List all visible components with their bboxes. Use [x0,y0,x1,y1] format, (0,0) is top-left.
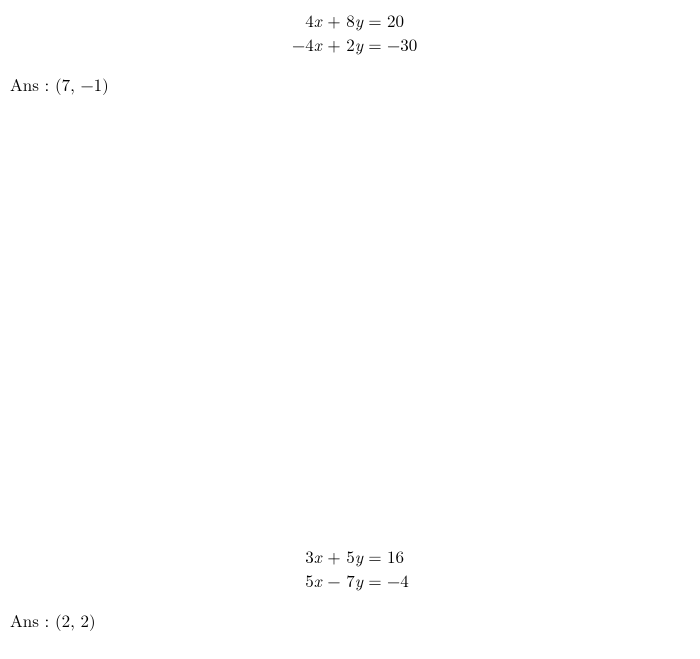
equation-rel: = [363,8,387,32]
answer-label: Ans : [10,608,55,632]
equation-rel: = [363,544,387,568]
equation-rhs: 20 [387,8,427,32]
equation-row: 3x + 5y = 16 [0,544,700,568]
equation-rhs: 16 [387,544,427,568]
equation-rhs: −4 [387,568,427,592]
equation-rel: = [363,568,387,592]
equation-block-2: 3x + 5y = 16 5x − 7y = −4 [0,544,700,592]
answer-value: (7, −1) [55,72,109,96]
equation-lhs: 3x + 5y [273,544,363,568]
equation-rel: = [363,32,387,56]
equation-lhs: 5x − 7y [273,568,363,592]
equation-block-1: 4x + 8y = 20 −4x + 2y = −30 [0,8,700,56]
answer-line-1: Ans : (7, −1) [10,72,109,96]
equation-row: 5x − 7y = −4 [0,568,700,592]
answer-line-2: Ans : (2, 2) [10,608,96,632]
equation-rhs: −30 [387,32,427,56]
equation-row: −4x + 2y = −30 [0,32,700,56]
answer-value: (2, 2) [55,608,96,632]
equation-row: 4x + 8y = 20 [0,8,700,32]
answer-label: Ans : [10,72,55,96]
equation-lhs: −4x + 2y [273,32,363,56]
equation-lhs: 4x + 8y [273,8,363,32]
